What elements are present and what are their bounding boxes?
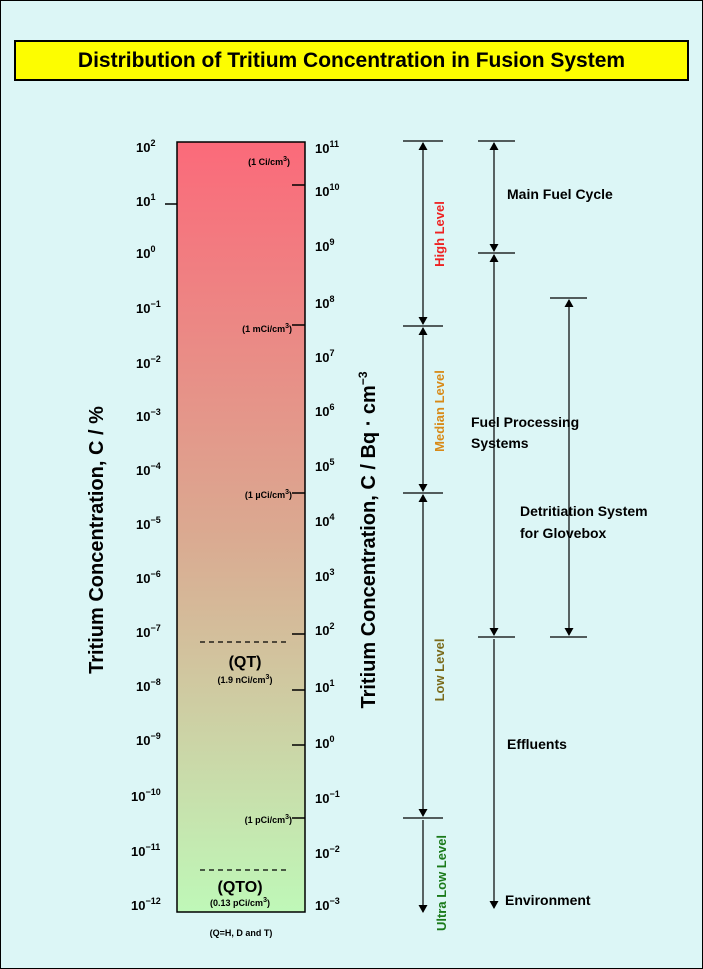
page-title: Distribution of Tritium Concentration in… [77, 48, 626, 72]
left-tick-5: 10−3 [136, 407, 161, 424]
tick-marks [165, 184, 305, 819]
left-tick-1: 101 [136, 192, 155, 209]
left-tick-3: 10−1 [136, 299, 161, 316]
title-box: Distribution of Tritium Concentration in… [14, 40, 689, 81]
label-1-pci: (1 pCi/cm3) [245, 814, 292, 825]
qt-label: (QT) [229, 654, 262, 671]
main-fuel-cycle-label: Main Fuel Cycle [507, 186, 613, 202]
level-ultra-low-label: Ultra Low Level [434, 835, 449, 931]
left-tick-9: 10−7 [136, 623, 161, 640]
right-tick-2: 109 [315, 237, 334, 254]
right-tick-11: 100 [315, 734, 334, 751]
right-tick-0: 1011 [315, 139, 339, 156]
label-1-uci: (1 µCi/cm3) [245, 489, 292, 500]
right-tick-1: 1010 [315, 182, 339, 199]
system-arrows [489, 142, 574, 909]
left-tick-8: 10−6 [136, 569, 161, 586]
right-tick-9: 102 [315, 621, 334, 638]
left-tick-labels: 102 101 100 10−1 10−2 10−3 10−4 10−5 10−… [131, 138, 161, 913]
left-tick-14: 10−12 [131, 896, 161, 913]
fuel-processing-label-line1: Fuel Processing [471, 414, 579, 430]
left-tick-7: 10−5 [136, 515, 161, 532]
right-axis-label: Tritium Concentration, C / Bq · cm−3 [356, 371, 380, 708]
left-tick-13: 10−11 [131, 842, 160, 859]
fuel-processing-label-line2: Systems [471, 435, 529, 451]
right-tick-8: 103 [315, 567, 334, 584]
label-1-ci: (1 Ci/cm3) [248, 156, 290, 167]
right-tick-10: 101 [315, 678, 334, 695]
detritiation-label-line2: for Glovebox [520, 525, 607, 541]
concentration-column [176, 141, 306, 913]
qt-value: (1.9 nCi/cm3) [218, 674, 273, 685]
left-tick-12: 10−10 [131, 787, 161, 804]
left-tick-11: 10−9 [136, 731, 161, 748]
left-tick-6: 10−4 [136, 461, 161, 478]
qto-value: (0.13 pCi/cm3) [210, 897, 270, 908]
left-tick-2: 100 [136, 244, 155, 261]
level-low-label: Low Level [432, 639, 447, 702]
qto-label: (QTO) [217, 879, 262, 896]
system-boundaries [478, 140, 587, 638]
column-annotations: (1 Ci/cm3) (1 mCi/cm3) (1 µCi/cm3) (1 pC… [242, 156, 292, 825]
left-tick-4: 10−2 [136, 354, 161, 371]
right-tick-7: 104 [315, 512, 334, 529]
right-tick-3: 108 [315, 294, 334, 311]
label-1-mci: (1 mCi/cm3) [242, 323, 292, 334]
level-high-label: High Level [432, 201, 447, 267]
right-tick-5: 106 [315, 402, 334, 419]
right-tick-labels: 1011 1010 109 108 107 106 105 104 103 10… [315, 139, 340, 913]
q-note: (Q=H, D and T) [210, 928, 273, 938]
right-tick-14: 10−3 [315, 896, 340, 913]
level-median-label: Median Level [432, 370, 447, 452]
right-tick-4: 107 [315, 348, 334, 365]
left-axis-label: Tritium Concentration, C / % [86, 406, 108, 674]
right-tick-6: 105 [315, 457, 334, 474]
environment-label: Environment [505, 892, 591, 908]
effluents-label: Effluents [507, 736, 567, 752]
right-tick-12: 10−1 [315, 789, 340, 806]
detritiation-label-line1: Detritiation System [520, 503, 648, 519]
left-tick-10: 10−8 [136, 677, 161, 694]
left-tick-0: 102 [136, 138, 155, 155]
right-tick-13: 10−2 [315, 844, 340, 861]
level-boundaries [403, 140, 443, 819]
